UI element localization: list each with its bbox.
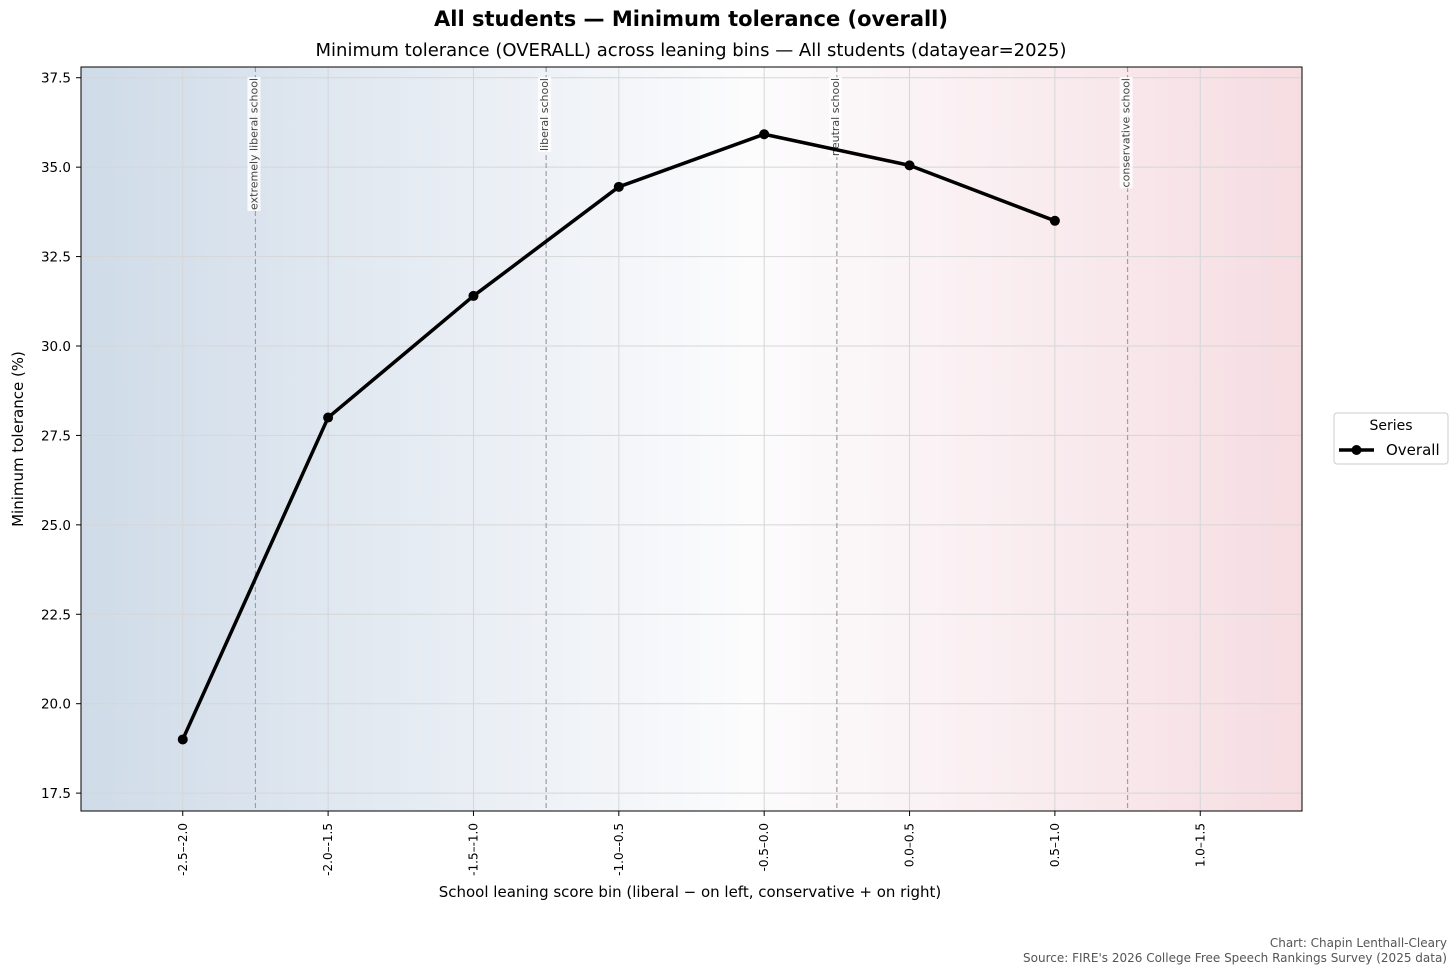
data-point [177, 734, 188, 745]
reference-label-background [1119, 77, 1133, 189]
chart-title: All students — Minimum tolerance (overal… [434, 7, 948, 31]
data-point [759, 129, 770, 140]
x-tick-label: 0.0–0.5 [903, 823, 917, 867]
data-point [468, 290, 479, 301]
reference-line-label: liberal school [538, 78, 551, 151]
reference-line-label: extremely liberal school [247, 78, 260, 210]
x-tick-label: 0.5–1.0 [1048, 823, 1062, 867]
x-tick-label: -2.0–-1.5 [321, 823, 335, 876]
y-tick-label: 25.0 [41, 518, 71, 534]
data-point [904, 160, 915, 171]
y-tick-label: 27.5 [41, 428, 71, 444]
x-tick-label: -1.0–-0.5 [612, 823, 626, 876]
x-tick-label: -2.5–-2.0 [176, 823, 190, 876]
data-point [613, 181, 624, 192]
y-tick-label: 22.5 [41, 607, 71, 623]
series-overall [177, 129, 1060, 745]
y-tick-label: 20.0 [41, 697, 71, 713]
legend-marker-swatch [1351, 445, 1362, 455]
reference-label-background [247, 77, 261, 211]
chart-credit: Chart: Chapin Lenthall-Cleary [1270, 936, 1447, 950]
plot-background [81, 67, 1302, 811]
y-tick-label: 32.5 [41, 250, 71, 266]
x-tick-label: -1.5–-1.0 [466, 823, 480, 876]
x-tick-label: 1.0–1.5 [1193, 823, 1207, 867]
y-tick-label: 37.5 [41, 71, 71, 87]
x-tick-label: -0.5–0.0 [757, 823, 771, 872]
x-axis-label: School leaning score bin (liberal − on l… [439, 883, 942, 901]
data-point [323, 412, 334, 423]
reference-label-background [828, 77, 842, 158]
reference-label-background [538, 77, 552, 152]
reference-line-label: neutral school [829, 78, 842, 156]
grid [81, 67, 1302, 811]
reference-lines: extremely liberal school liberal school ne… [247, 67, 1133, 811]
legend-entry-overall: Overall [1386, 441, 1440, 459]
legend: Series Overall [1333, 412, 1449, 465]
data-point [1049, 215, 1060, 226]
data-source: Source: FIRE's 2026 College Free Speech … [1023, 951, 1447, 965]
x-axis-ticks: -2.5–-2.0 -2.0–-1.5 -1.5–-1.0 -1.0–-0.5 -0.5… [176, 811, 1207, 876]
y-axis-label: Minimum tolerance (%) [9, 351, 27, 527]
y-tick-label: 30.0 [41, 339, 71, 355]
plot-frame [80, 66, 1303, 812]
y-tick-label: 35.0 [41, 160, 71, 176]
legend-title: Series [1369, 418, 1412, 434]
y-axis-ticks: 17.5 20.0 22.5 25.0 27.5 30.0 32.5 35.0 37.5 [41, 71, 81, 802]
chart-subtitle: Minimum tolerance (OVERALL) across leani… [316, 40, 1067, 61]
reference-line-label: conservative school [1120, 78, 1133, 187]
y-tick-label: 17.5 [41, 786, 71, 802]
